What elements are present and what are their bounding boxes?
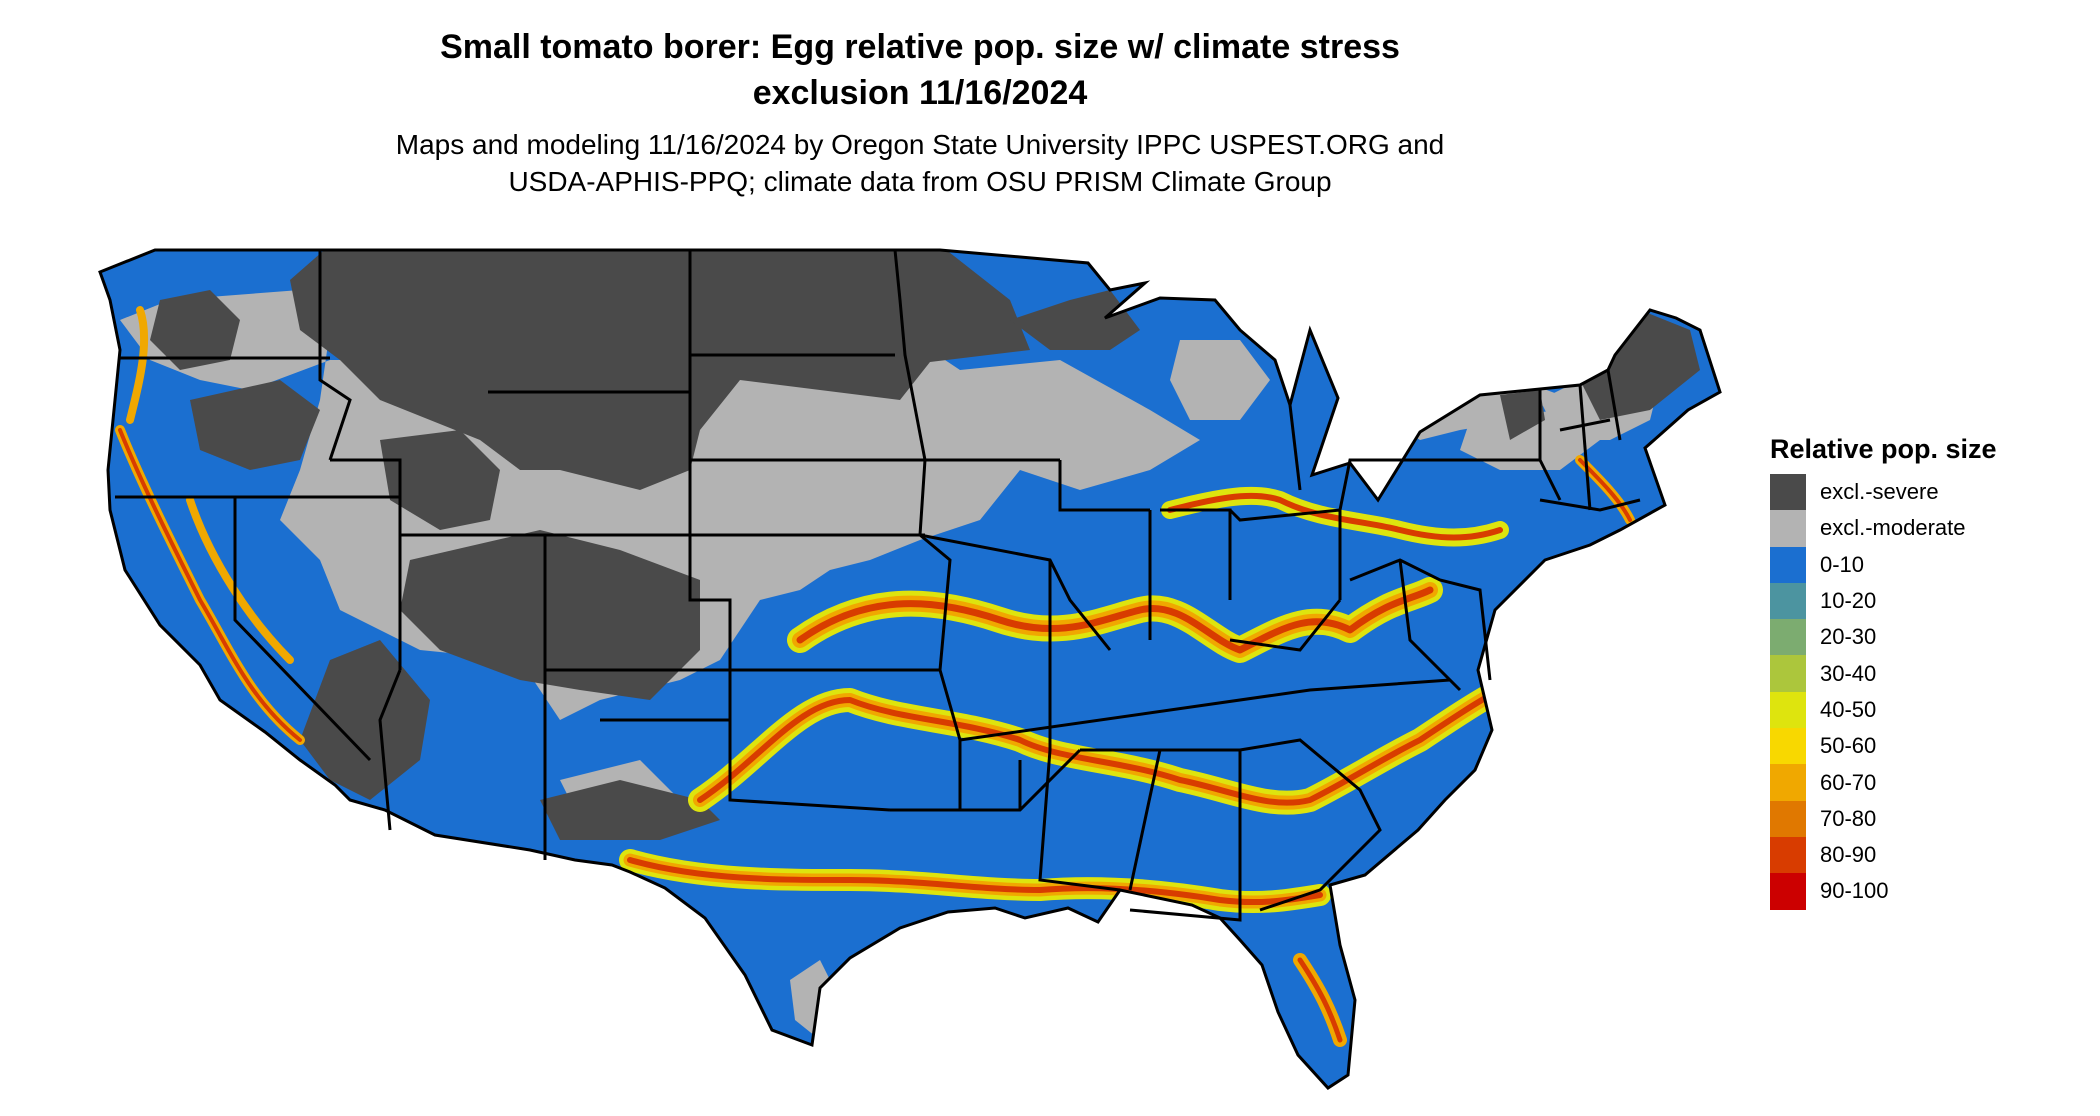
legend-label: 80-90 <box>1820 842 1877 868</box>
subtitle-line-2: USDA-APHIS-PPQ; climate data from OSU PR… <box>508 166 1332 197</box>
legend-item: 80-90 <box>1770 836 1997 874</box>
legend-item: 20-30 <box>1770 619 1997 656</box>
map-title: Small tomato borer: Egg relative pop. si… <box>300 24 1540 116</box>
legend-item: excl.-severe <box>1770 474 1997 511</box>
legend-items: excl.-severe excl.-moderate 0-10 10-20 20-30… <box>1770 474 1997 910</box>
legend-swatch <box>1770 836 1806 874</box>
legend-swatch <box>1770 582 1806 620</box>
zone-excl-severe <box>150 250 1700 840</box>
legend-label: 50-60 <box>1820 733 1877 759</box>
legend-item: 40-50 <box>1770 691 1997 729</box>
subtitle-line-1: Maps and modeling 11/16/2024 by Oregon S… <box>395 129 1445 160</box>
legend-swatch <box>1770 691 1806 729</box>
legend: Relative pop. size excl.-severe excl.-mod… <box>1770 432 1997 910</box>
legend-label: excl.-moderate <box>1820 515 1966 541</box>
legend-swatch <box>1770 655 1806 692</box>
legend-label: 0-10 <box>1820 551 1865 577</box>
legend-swatch <box>1770 728 1806 765</box>
legend-label: 20-30 <box>1820 624 1877 650</box>
legend-label: 90-100 <box>1820 878 1889 904</box>
legend-item: excl.-moderate <box>1770 510 1997 547</box>
legend-label: 70-80 <box>1820 805 1877 831</box>
legend-swatch <box>1770 619 1806 656</box>
zone-high-suitability <box>115 306 1635 1047</box>
legend-swatch <box>1770 546 1806 583</box>
legend-item: 0-10 <box>1770 546 1997 583</box>
legend-item: 60-70 <box>1770 764 1997 801</box>
legend-swatch <box>1770 800 1806 837</box>
title-line-1: Small tomato borer: Egg relative pop. si… <box>440 28 1400 66</box>
map-fill <box>100 250 1720 1088</box>
legend-swatch <box>1770 474 1806 511</box>
legend-label: 40-50 <box>1820 696 1877 722</box>
map-subtitle: Maps and modeling 11/16/2024 by Oregon S… <box>300 126 1540 200</box>
legend-item: 70-80 <box>1770 800 1997 837</box>
legend-item: 90-100 <box>1770 873 1997 910</box>
legend-swatch <box>1770 764 1806 801</box>
legend-title: Relative pop. size <box>1770 434 1997 464</box>
legend-label: excl.-severe <box>1820 479 1939 505</box>
legend-label: 60-70 <box>1820 769 1877 795</box>
legend-label: 10-20 <box>1820 588 1877 614</box>
legend-item: 30-40 <box>1770 655 1997 692</box>
legend-swatch <box>1770 510 1806 547</box>
legend-item: 50-60 <box>1770 728 1997 765</box>
title-line-2: exclusion 11/16/2024 <box>752 74 1088 112</box>
legend-label: 30-40 <box>1820 660 1877 686</box>
legend-swatch <box>1770 873 1806 910</box>
state-boundaries <box>98 248 1722 1090</box>
legend-item: 10-20 <box>1770 582 1997 620</box>
